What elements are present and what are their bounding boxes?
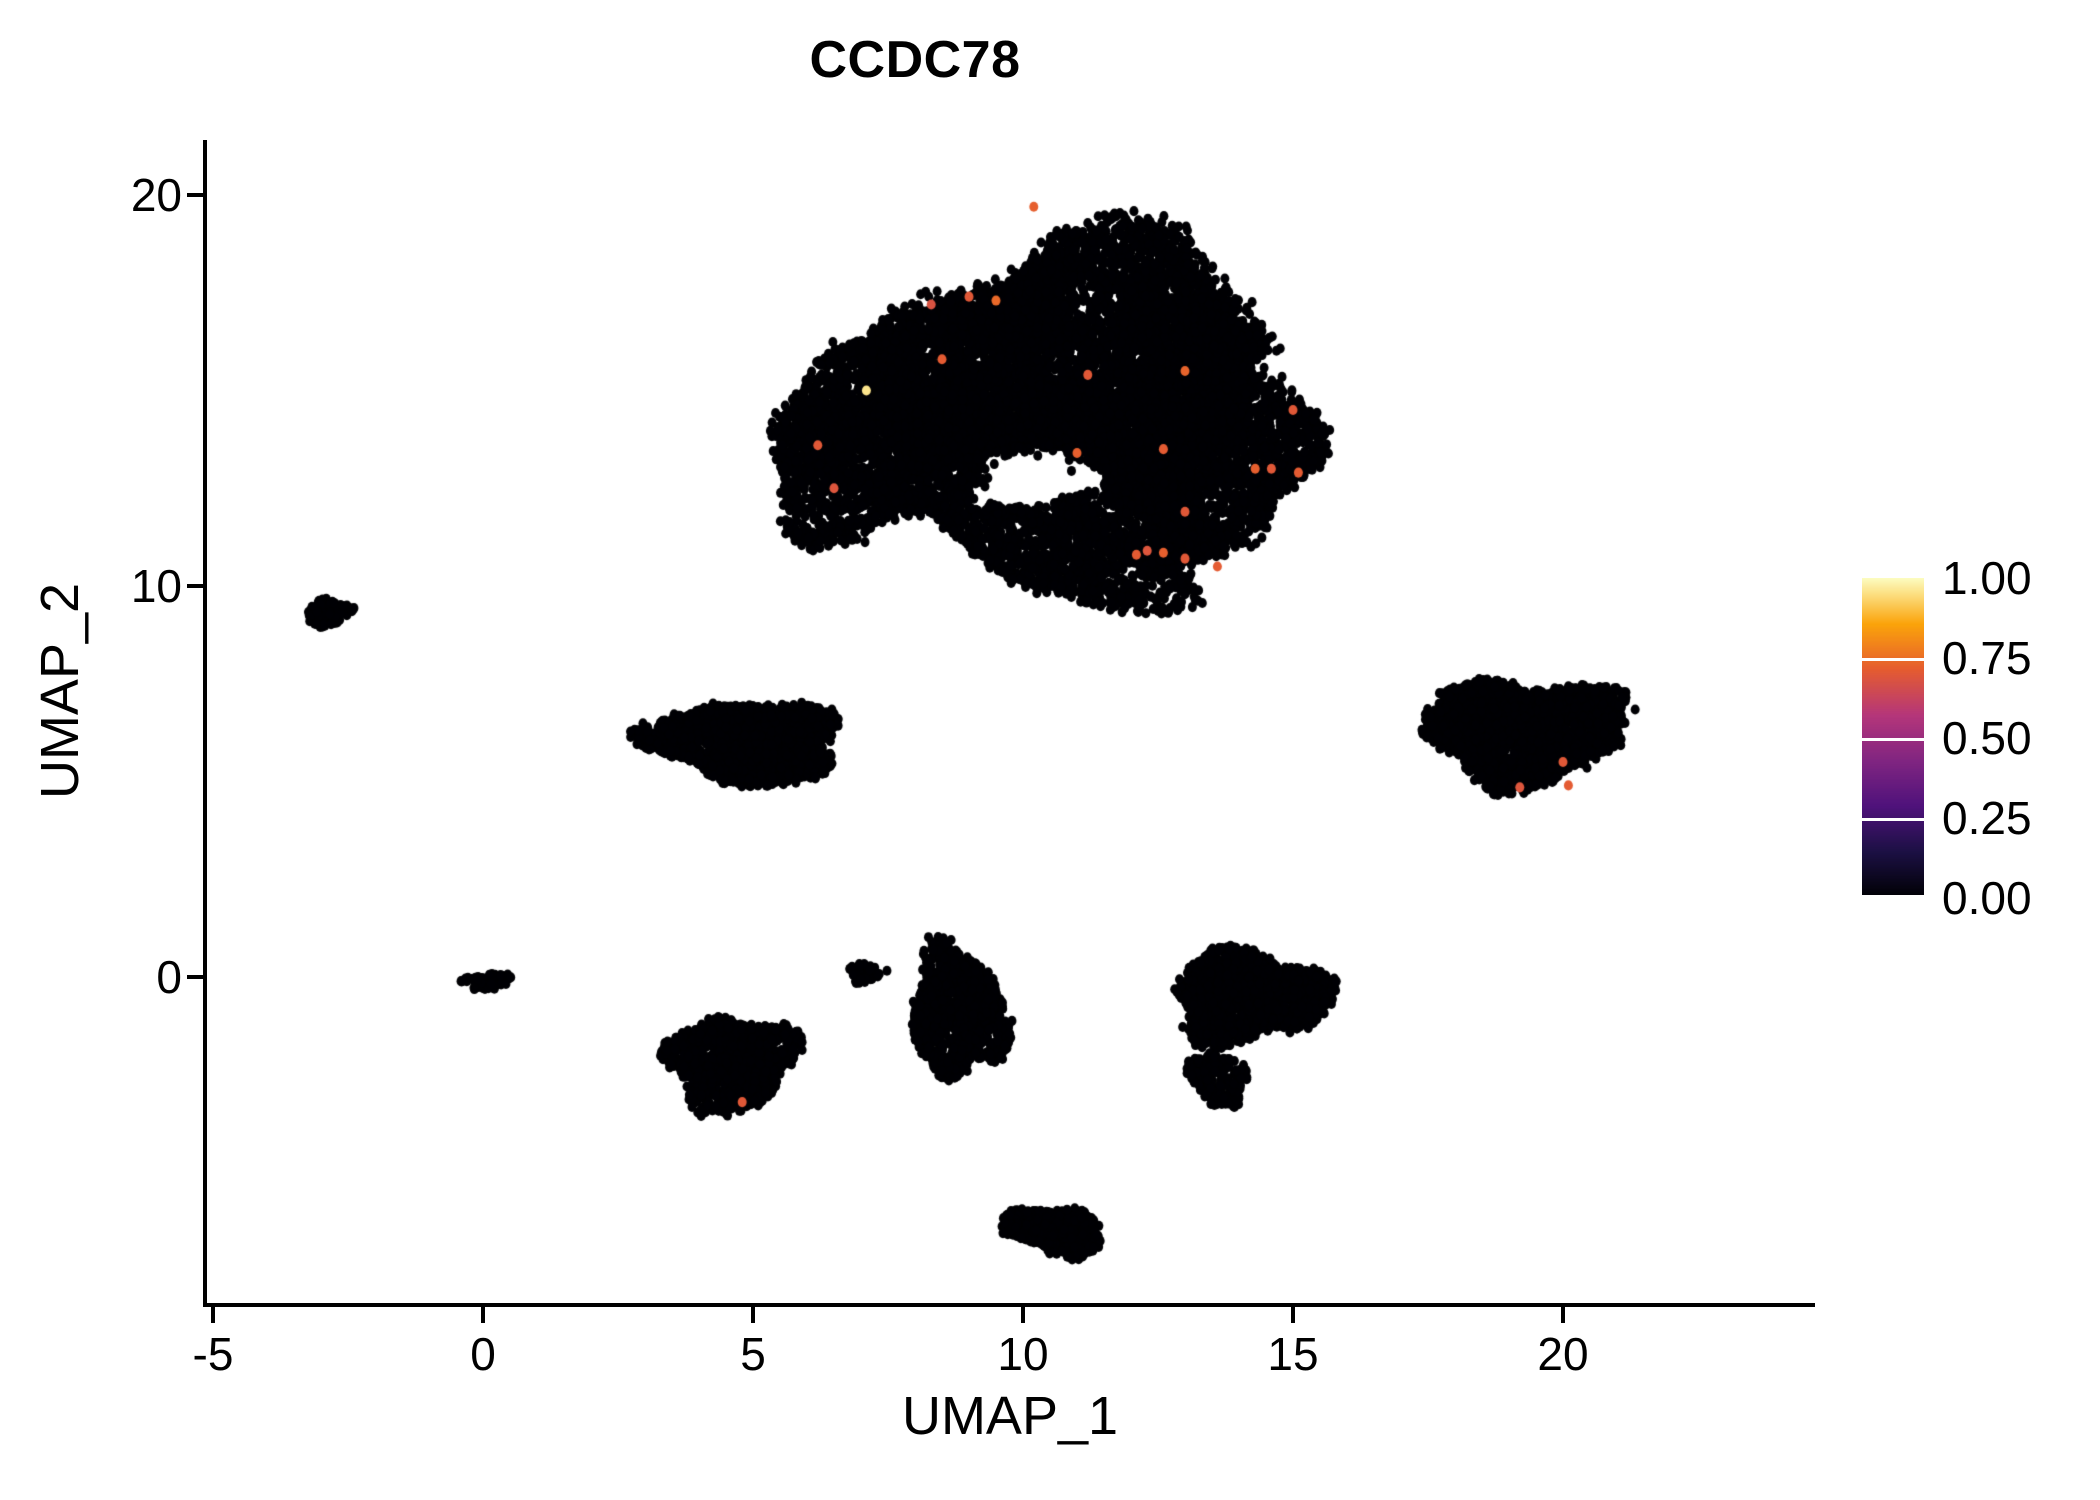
y-tick-mark [187,193,203,197]
x-tick-label: 10 [997,1328,1049,1380]
colorbar-tick-mark [1862,895,1924,898]
x-tick-mark [211,1307,215,1323]
y-tick-label: 0 [156,951,182,1003]
y-tick-mark [187,975,203,979]
x-tick-mark [1291,1307,1295,1323]
colorbar-tick-label: 0.50 [1942,712,2032,764]
x-tick-label: -5 [192,1328,234,1380]
colorbar-legend: 1.00 0.75 0.50 0.25 0.00 [1862,552,2072,924]
y-tick-mark [187,584,203,588]
colorbar-tick-mark [1862,738,1924,741]
x-tick-mark [751,1307,755,1323]
colorbar-tick-label: 0.25 [1942,792,2032,844]
y-tick-label: 10 [130,560,182,612]
x-axis-label: UMAP_1 [901,1386,1119,1446]
page-title: CCDC78 [809,31,1021,89]
colorbar-tick-mark [1862,818,1924,821]
x-tick-label: 20 [1537,1328,1589,1380]
y-axis-label: UMAP_2 [30,582,90,800]
x-tick-mark [1561,1307,1565,1323]
colorbar-tick-mark [1862,658,1924,661]
colorbar-tick-label: 0.75 [1942,632,2032,684]
colorbar-tick-label: 1.00 [1942,552,2032,604]
colorbar-tick-label: 0.00 [1942,872,2032,924]
y-tick-label: 20 [130,169,182,221]
x-tick-label: 5 [740,1328,766,1380]
x-axis-line [205,1303,1815,1307]
scatter-plot-canvas [205,140,1815,1305]
x-tick-mark [1021,1307,1025,1323]
x-tick-label: 0 [470,1328,496,1380]
x-tick-label: 15 [1267,1328,1319,1380]
y-axis-line [203,140,207,1307]
x-tick-mark [481,1307,485,1323]
